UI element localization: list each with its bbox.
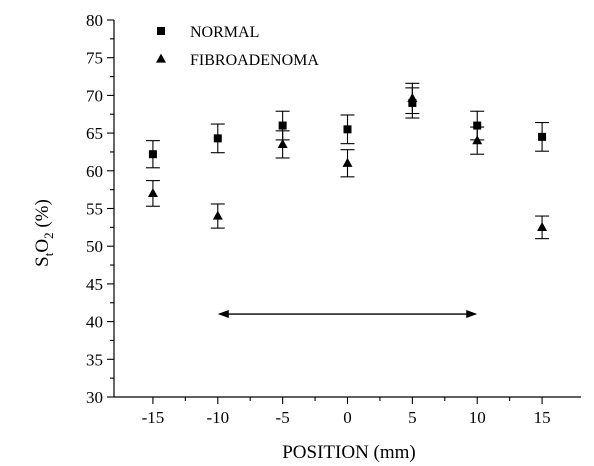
legend-marker-square [157,27,165,35]
y-tick-label: 30 [86,388,103,407]
y-tick-label: 45 [86,275,103,294]
y-tick-label: 55 [86,200,103,219]
y-label-sub1: t [41,252,56,256]
x-tick-label: -10 [206,408,229,427]
legend-label: FIBROADENOMA [190,52,319,69]
y-tick-label: 70 [86,86,103,105]
arrow-head-right [466,310,478,319]
data-marks [145,82,550,240]
data-point-square [278,121,287,130]
y-axis-label: StO2 (%) [32,199,56,267]
data-point-triangle [472,135,483,145]
legend-item-fibroadenoma: FIBROADENOMA [156,52,319,69]
y-label-mid: O [32,239,53,253]
x-axis-label: POSITION (mm) [282,442,416,463]
x-tick-label: -5 [276,408,290,427]
data-point-triangle [212,210,223,220]
annotations [217,310,478,319]
data-point-square [343,125,352,134]
y-tick-label: 80 [86,11,103,30]
y-label-tail: (%) [32,199,53,232]
data-point-square [538,132,547,141]
y-tick-label: 40 [86,313,103,332]
data-point-triangle [537,221,548,231]
series-normal [145,87,550,169]
x-tick-label: 5 [408,408,417,427]
y-tick-label: 75 [86,49,103,68]
legend: NORMAL FIBROADENOMA [156,24,319,69]
legend-item-normal: NORMAL [157,24,259,41]
axes [113,20,581,398]
arrow-head-left [217,310,229,319]
y-tick-label: 35 [86,350,103,369]
data-point-triangle [277,139,288,149]
data-point-triangle [342,157,353,167]
series-fibroadenoma [145,82,550,240]
legend-label: NORMAL [190,24,259,41]
data-point-square [213,134,222,143]
x-tick-label: -15 [142,408,165,427]
x-tick-label: 0 [343,408,352,427]
y-label-sub2: 2 [41,232,56,239]
data-point-triangle [147,188,158,198]
y-tick-label: 60 [86,162,103,181]
double-arrow [217,310,478,319]
y-tick-label: 65 [86,124,103,143]
x-tick-label: 15 [534,408,551,427]
data-point-square [473,121,482,130]
y-label-main: S [32,256,53,267]
data-point-triangle [407,93,418,103]
x-tick-label: 10 [469,408,486,427]
y-tick-label: 50 [86,237,103,256]
legend-marker-triangle [156,53,166,63]
data-point-square [148,150,157,159]
ticks: 30 35 40 45 50 55 60 65 70 75 80 -15 -10 -5 0 5 10 15 [86,11,551,427]
